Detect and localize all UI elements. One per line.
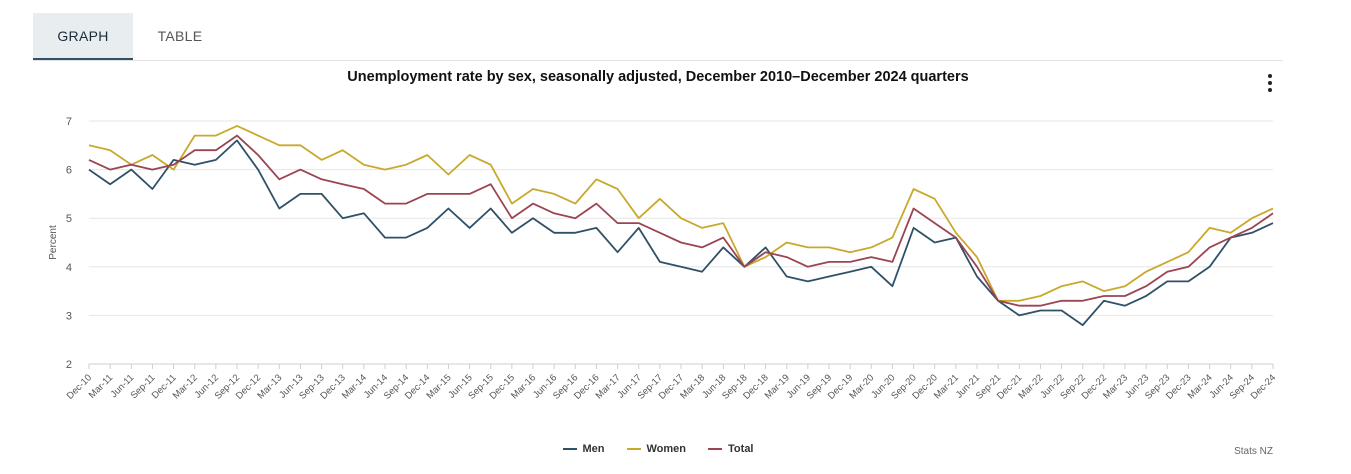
y-tick-label: 4 bbox=[66, 262, 72, 274]
y-tick-label: 3 bbox=[66, 310, 72, 322]
y-axis-title: Percent bbox=[48, 225, 59, 260]
chart-title: Unemployment rate by sex, seasonally adj… bbox=[347, 69, 969, 85]
chart-menu-icon[interactable] bbox=[1262, 72, 1278, 94]
tab-table[interactable]: TABLE bbox=[157, 28, 203, 44]
legend-item-men[interactable]: Men bbox=[562, 443, 605, 455]
chart-tabs: GRAPH TABLE bbox=[33, 13, 1283, 61]
source-credit: Stats NZ bbox=[1234, 446, 1273, 457]
x-tick-label: Mar-11 bbox=[87, 372, 116, 401]
y-tick-label: 6 bbox=[66, 165, 72, 177]
tab-graph[interactable]: GRAPH bbox=[33, 13, 133, 60]
y-tick-label: 2 bbox=[66, 359, 72, 371]
legend-label: Men bbox=[582, 443, 605, 455]
legend-swatch bbox=[626, 448, 641, 450]
legend-label: Women bbox=[646, 443, 687, 455]
legend-swatch bbox=[708, 448, 723, 450]
series-line-women bbox=[88, 125, 1274, 302]
y-tick-label: 7 bbox=[66, 116, 72, 128]
series-line-total bbox=[88, 134, 1274, 307]
chart-legend: Men Women Total bbox=[0, 443, 1316, 455]
legend-swatch bbox=[562, 448, 577, 450]
legend-label: Total bbox=[728, 443, 754, 455]
legend-item-total[interactable]: Total bbox=[708, 443, 754, 455]
legend-item-women[interactable]: Women bbox=[626, 443, 687, 455]
y-tick-label: 5 bbox=[66, 213, 72, 225]
series-line-men bbox=[88, 139, 1274, 327]
